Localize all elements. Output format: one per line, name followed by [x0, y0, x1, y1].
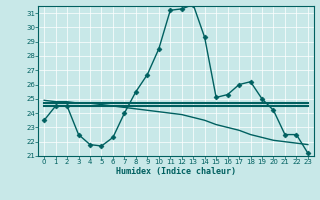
X-axis label: Humidex (Indice chaleur): Humidex (Indice chaleur)	[116, 167, 236, 176]
